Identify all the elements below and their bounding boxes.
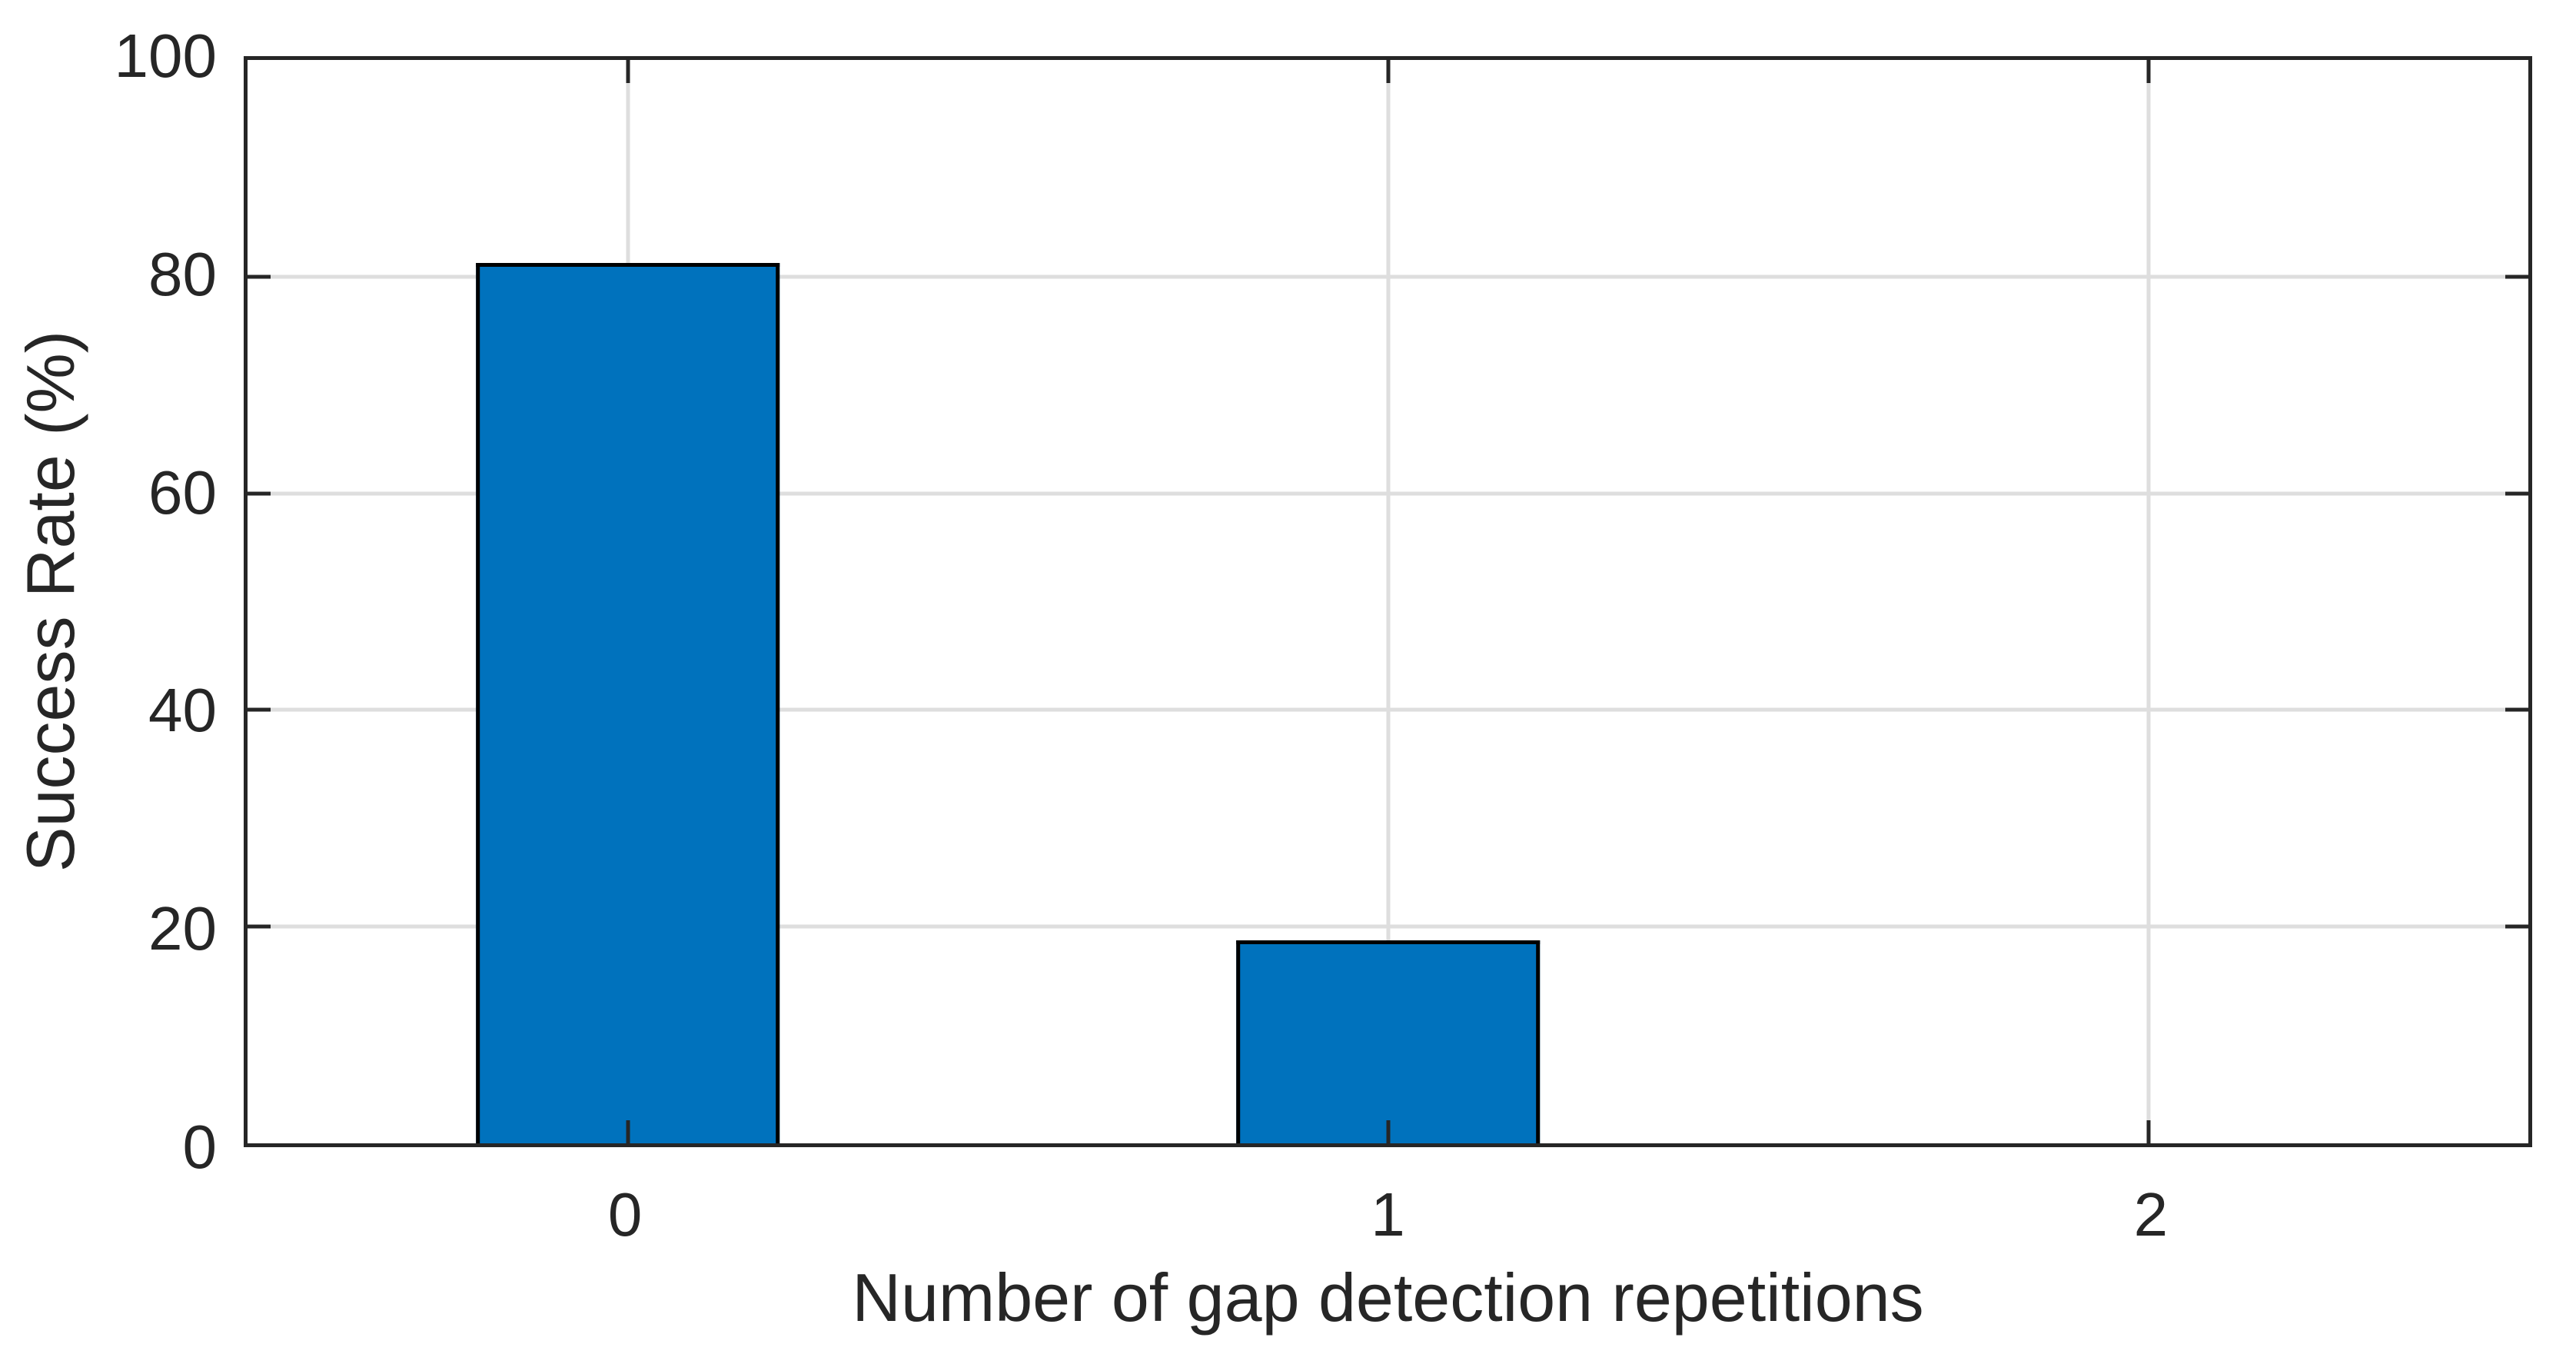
- x-tick-mark: [1386, 1120, 1390, 1143]
- y-tick-mark: [248, 924, 271, 929]
- y-tick-mark: [248, 274, 271, 279]
- y-axis-title: Success Rate (%): [12, 330, 88, 873]
- x-tick-label: 0: [607, 1180, 643, 1249]
- y-tick-mark: [248, 707, 271, 712]
- bar: [1235, 940, 1541, 1143]
- bar: [475, 263, 780, 1143]
- tick-layer: [248, 60, 2528, 1143]
- y-tick-label: 100: [114, 22, 217, 90]
- y-tick-mark: [2505, 707, 2528, 712]
- y-tick-label: 0: [182, 1113, 218, 1181]
- x-tick-mark: [626, 1120, 630, 1143]
- plot-area: [244, 56, 2532, 1147]
- x-tick-label: 1: [1371, 1180, 1405, 1249]
- x-tick-mark: [626, 60, 630, 83]
- x-gridline: [1386, 60, 1390, 1143]
- y-tick-label: 20: [148, 894, 217, 963]
- y-tick-label: 60: [148, 457, 217, 527]
- y-tick-mark: [248, 491, 271, 496]
- y-tick-mark: [2505, 924, 2528, 929]
- x-tick-mark: [2146, 1120, 2150, 1143]
- x-gridline: [2146, 60, 2150, 1143]
- y-axis-tick-labels: 0 20 40 60 80 100: [0, 25, 217, 1178]
- y-tick-label: 40: [148, 676, 217, 745]
- y-tick-mark: [2505, 491, 2528, 496]
- y-tick-mark: [2505, 274, 2528, 279]
- bar-layer: [248, 60, 2528, 1143]
- x-tick-mark: [2146, 60, 2150, 83]
- x-axis-title: Number of gap detection repetitions: [852, 1259, 1924, 1336]
- y-tick-label: 80: [148, 239, 217, 308]
- x-tick-mark: [1386, 60, 1390, 83]
- x-tick-label: 2: [2133, 1180, 2169, 1249]
